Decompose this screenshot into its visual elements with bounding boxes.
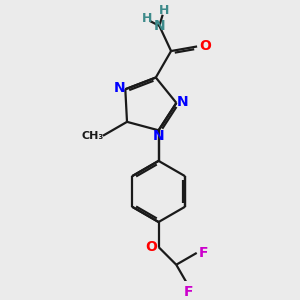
Text: O: O	[145, 240, 157, 254]
Text: F: F	[183, 285, 193, 299]
Text: F: F	[199, 246, 208, 260]
Text: O: O	[199, 40, 211, 53]
Text: N: N	[177, 94, 188, 109]
Text: H: H	[159, 4, 169, 17]
Text: H: H	[142, 12, 152, 26]
Text: N: N	[154, 19, 165, 33]
Text: CH₃: CH₃	[81, 131, 104, 141]
Text: N: N	[113, 81, 125, 95]
Text: N: N	[153, 129, 164, 143]
